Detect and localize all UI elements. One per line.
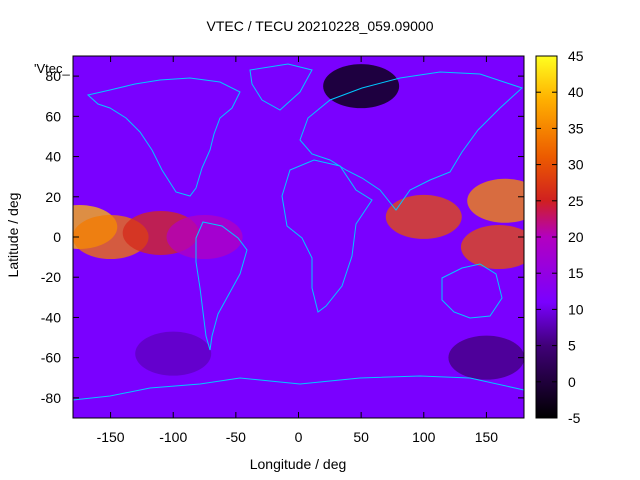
x-tick-label: 0 [295, 429, 303, 445]
vtec-heatmap [73, 56, 524, 418]
plot-title: VTEC / TECU 20210228_059.09000 [206, 18, 434, 34]
heatmap-region [166, 215, 243, 259]
y-axis-label: Latitude / deg [5, 192, 21, 278]
y-tick-label: -60 [41, 350, 61, 366]
heatmap-region [467, 178, 524, 223]
colorbar-tick-label: -5 [568, 410, 581, 426]
x-tick-label: -150 [97, 429, 125, 445]
colorbar-tick-label: 45 [568, 48, 584, 64]
y-tick-label: 60 [45, 108, 61, 124]
colorbar-tick-label: 40 [568, 84, 584, 100]
x-tick-label: 100 [412, 429, 436, 445]
colorbar-tick-label: 20 [568, 229, 584, 245]
colorbar-tick-label: 10 [568, 301, 584, 317]
heatmap-region [448, 335, 524, 380]
colorbar-tick-label: 35 [568, 120, 584, 136]
heatmap-region [135, 331, 212, 376]
y-tick-label: 80 [45, 68, 61, 84]
coastline-australia [441, 263, 503, 319]
coastline-outlines [73, 63, 524, 401]
y-tick-label: 0 [53, 229, 61, 245]
colorbar-tick-label: 30 [568, 157, 584, 173]
colorbar-tick-label: 15 [568, 265, 584, 281]
y-tick-label: -80 [41, 390, 61, 406]
heatmap-region [385, 194, 462, 239]
heatmap-region [323, 64, 400, 109]
heatmap-region [460, 225, 524, 270]
x-tick-label: 50 [353, 429, 369, 445]
coastline-antarctica [73, 375, 524, 401]
coastline-africa [281, 159, 373, 313]
y-tick-label: -20 [41, 269, 61, 285]
x-tick-label: -50 [226, 429, 246, 445]
y-tick-label: 20 [45, 189, 61, 205]
y-tick-label: -40 [41, 309, 61, 325]
x-tick-label: 150 [475, 429, 499, 445]
coastline-north-america [86, 77, 241, 197]
colorbar-axis: -5 0 5 10 15 20 25 30 35 40 45 [536, 48, 584, 426]
y-axis: -80 -60 -40 -20 0 20 40 60 80 [41, 68, 524, 406]
colorbar-tick-label: 0 [568, 374, 576, 390]
y-tick-label: 40 [45, 149, 61, 165]
coastline-south-america [195, 221, 248, 351]
colorbar-tick-label: 25 [568, 193, 584, 209]
legend-entry: 'Vtec_ [34, 61, 70, 76]
x-tick-label: -100 [159, 429, 187, 445]
coastline-greenland [249, 63, 313, 111]
x-axis-label: Longitude / deg [249, 456, 347, 472]
coastline-eurasia [299, 71, 523, 211]
x-axis: -150 -100 -50 0 50 100 150 [97, 56, 499, 445]
colorbar-tick-label: 5 [568, 338, 576, 354]
